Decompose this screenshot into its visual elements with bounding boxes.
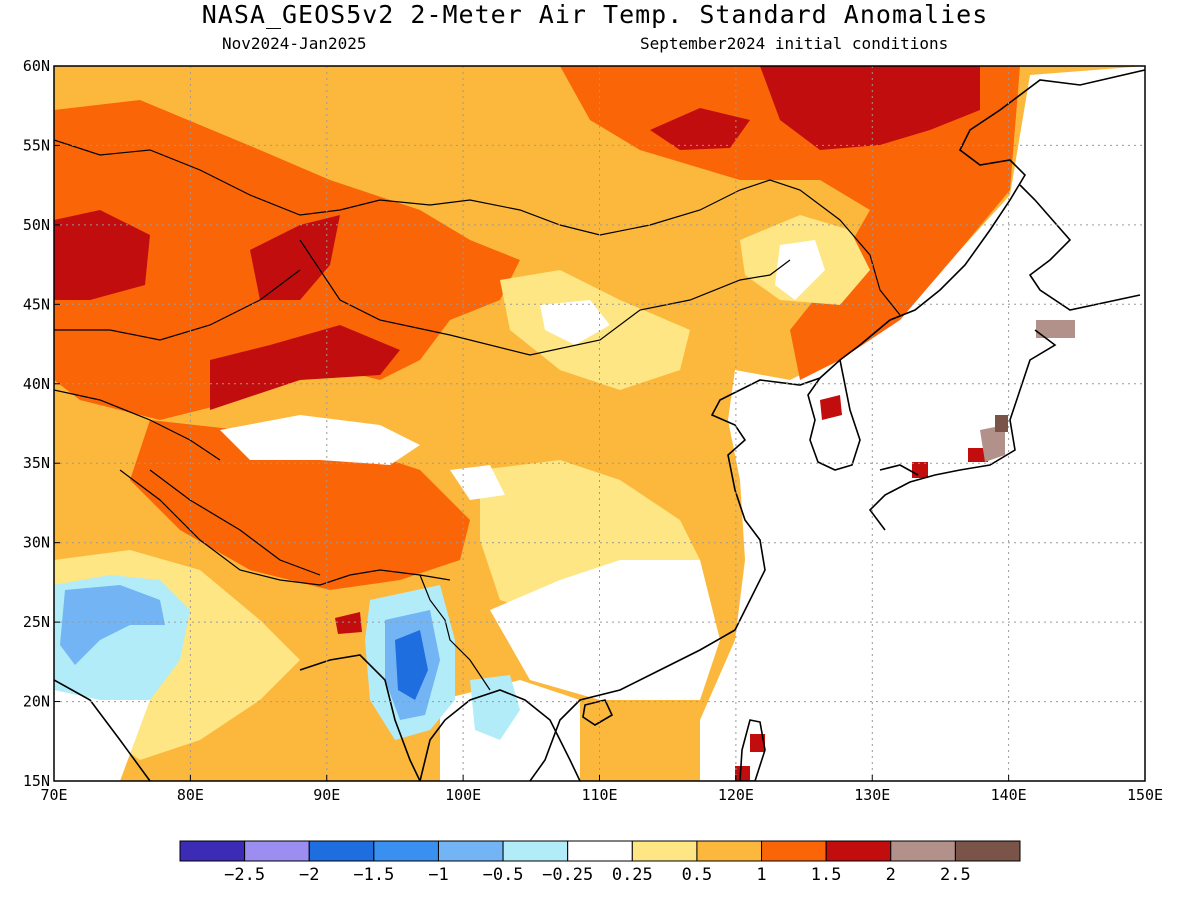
field-white-gobi — [540, 300, 610, 345]
lat-tick-label: 60N — [23, 57, 50, 75]
ocean-region — [700, 66, 1145, 781]
lon-tick-label: 130E — [854, 786, 890, 804]
colorbar-label: −1 — [428, 865, 448, 885]
lon-tick-label: 90E — [313, 786, 340, 804]
field-red-korea — [820, 395, 842, 420]
lat-tick-label: 25N — [23, 613, 50, 631]
lon-tick-label: 80E — [177, 786, 204, 804]
colorbar-swatch — [373, 840, 439, 862]
field-blue-india — [60, 585, 165, 665]
colorbar-label: −1.5 — [353, 865, 394, 885]
field-red-siberia — [650, 108, 750, 150]
border-himalaya — [149, 469, 491, 691]
coast-taiwan — [739, 719, 766, 781]
lon-tick-label: 120E — [718, 786, 754, 804]
colorbar-label: 0.25 — [612, 865, 653, 885]
field-red-honshu — [912, 448, 988, 478]
colorbar-label: −2 — [299, 865, 319, 885]
colorbar-swatch — [825, 840, 892, 862]
field-red-northeast — [760, 66, 980, 150]
field-white-tibet — [220, 415, 420, 465]
gridlines — [54, 66, 1145, 781]
field-darkblue-myanmar — [395, 630, 428, 700]
coastlines — [54, 69, 1145, 781]
coast-japan — [868, 184, 1141, 531]
colorbar-label: 1.5 — [811, 865, 842, 885]
colorbar-label: 0.5 — [682, 865, 713, 885]
field-brown-japan — [995, 415, 1008, 432]
field-red-kazakh — [54, 210, 150, 300]
colorbar-swatch — [954, 840, 1021, 862]
lat-tick-label: 35N — [23, 454, 50, 472]
field-red-taiwan — [735, 734, 765, 781]
border-mongolia — [299, 239, 791, 356]
lon-tick-label: 110E — [581, 786, 617, 804]
lat-tick-label: 45N — [23, 295, 50, 313]
coast-bay-of-bengal — [54, 654, 421, 781]
colorbar: −2.5 −2 −1.5 −1 −0.5 −0.25 0.25 0.5 1 1.5 2 2.5 — [179, 840, 1021, 885]
lon-tick-label: 100E — [445, 786, 481, 804]
field-white-qaidam — [450, 465, 505, 500]
lon-tick-label: 140E — [991, 786, 1027, 804]
lat-tick-label: 50N — [23, 216, 50, 234]
colorbar-swatch — [179, 840, 246, 862]
coast-hainan — [582, 699, 614, 726]
lon-tick-label: 70E — [40, 786, 67, 804]
colorbar-swatch — [890, 840, 956, 862]
field-white-south-china — [490, 560, 720, 700]
colorbar-swatch — [567, 840, 633, 862]
coast-east-asia — [529, 69, 1145, 781]
colorbar-label: 2.5 — [940, 865, 971, 885]
border-central-asia — [54, 269, 451, 586]
country-borders — [54, 139, 901, 691]
field-red-bengal — [335, 612, 362, 634]
lon-ticks: 70E 80E 90E 100E 110E 120E 130E 140E 150E — [40, 775, 1163, 804]
colorbar-swatch — [761, 840, 827, 862]
colorbar-label: −0.25 — [542, 865, 593, 885]
lat-tick-label: 55N — [23, 136, 50, 154]
colorbar-swatch — [437, 840, 504, 862]
coast-korea — [807, 359, 861, 471]
lat-tick-label: 20N — [23, 693, 50, 711]
colorbar-label: 2 — [886, 865, 896, 885]
border-russia-south — [54, 139, 901, 316]
colorbar-swatch — [308, 840, 375, 862]
colorbar-label: −2.5 — [224, 865, 265, 885]
coast-indochina — [419, 689, 581, 781]
colorbar-swatch — [631, 840, 698, 862]
field-lightblue-laos — [470, 675, 520, 740]
colorbar-label: −0.5 — [483, 865, 524, 885]
colorbar-label: 1 — [756, 865, 766, 885]
field-white-manchuria — [775, 240, 825, 300]
colorbar-swatch — [502, 840, 569, 862]
field-red-tarim — [210, 325, 400, 410]
field-red-altai — [250, 215, 340, 300]
anomaly-field — [54, 66, 1145, 781]
lat-tick-label: 15N — [23, 772, 50, 790]
colorbar-swatch — [244, 840, 310, 862]
map-title: NASA_GEOS5v2 2-Meter Air Temp. Standard … — [201, 0, 989, 29]
initial-conditions: September2024 initial conditions — [640, 34, 949, 53]
lon-tick-label: 150E — [1127, 786, 1163, 804]
lat-tick-label: 40N — [23, 375, 50, 393]
lat-ticks: 15N 20N 25N 30N 35N 40N 45N 50N 55N 60N — [23, 57, 60, 790]
colorbar-swatch — [696, 840, 763, 862]
forecast-period: Nov2024-Jan2025 — [222, 34, 367, 53]
lat-tick-label: 30N — [23, 534, 50, 552]
